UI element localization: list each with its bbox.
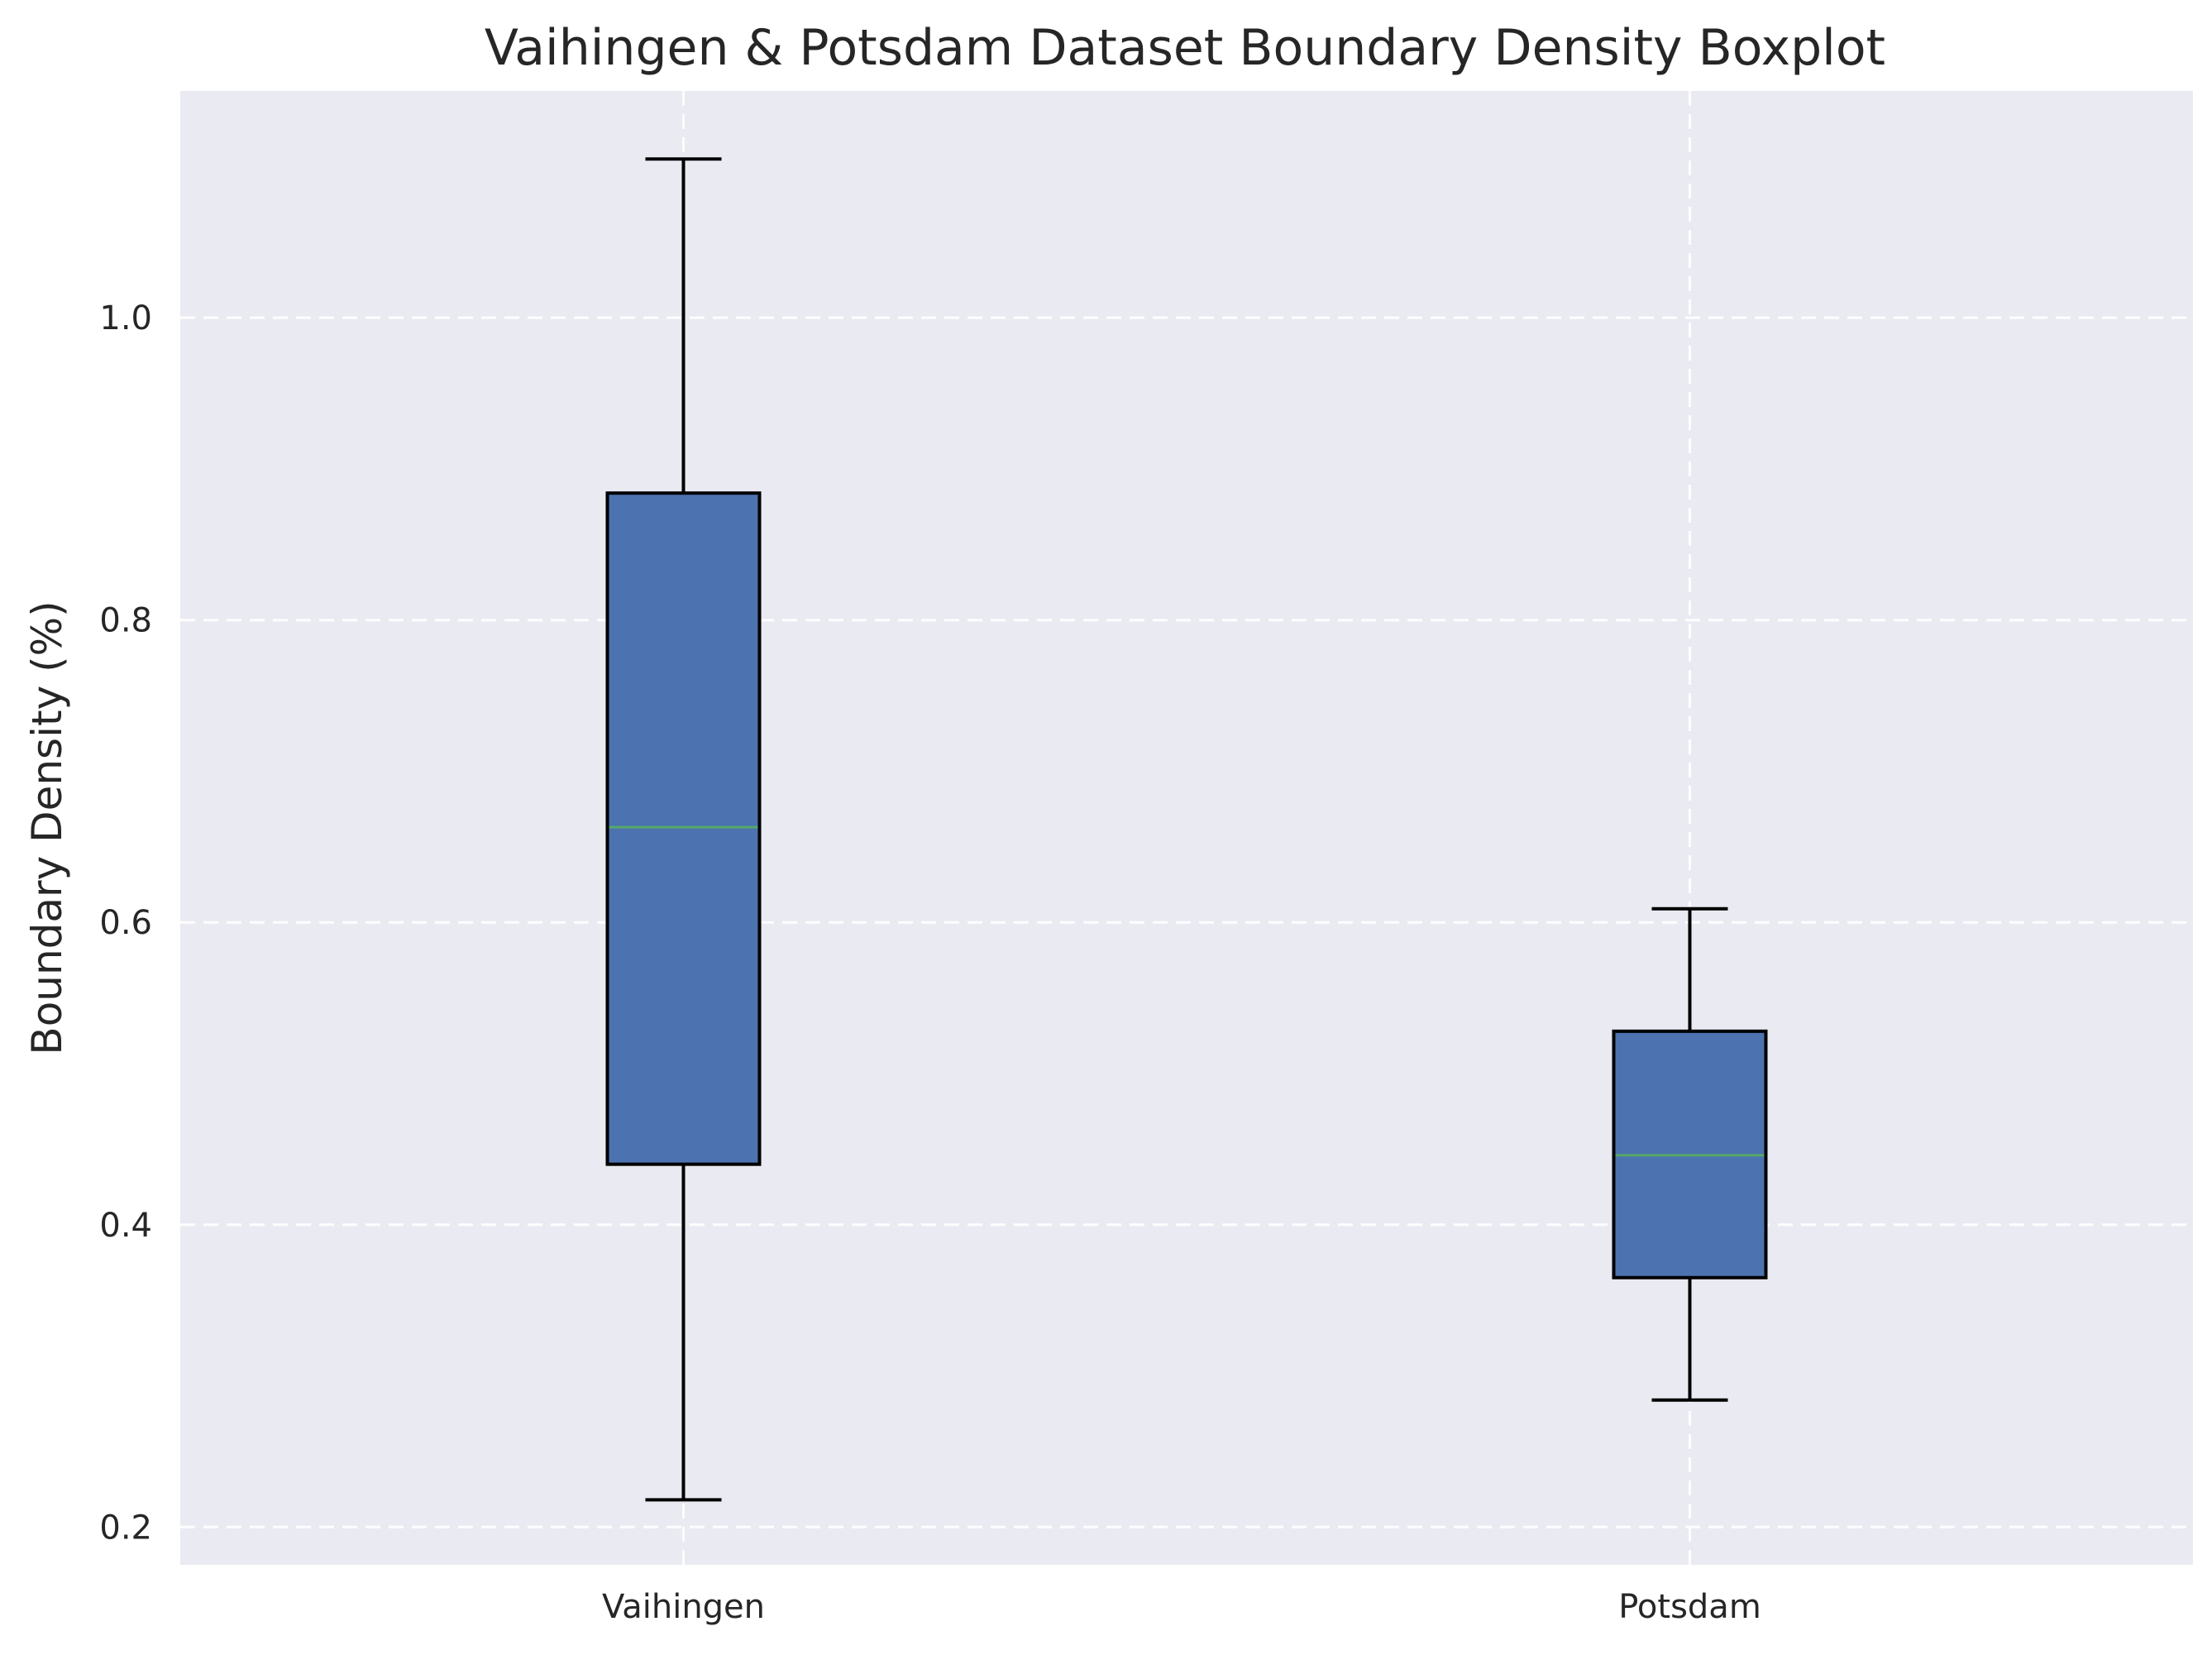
box-group-potsdam [1612,906,1768,1402]
box-group-vaihingen [605,157,762,1502]
y-tick-label: 0.8 [99,602,152,640]
box-body [605,491,762,1166]
x-tick-label: Potsdam [1618,1588,1761,1626]
y-tick-label: 0.4 [99,1207,152,1245]
y-tick-label: 0.6 [99,904,152,942]
y-tick-label: 1.0 [99,299,152,337]
y-tick-label: 0.2 [99,1509,152,1547]
y-axis-label: Boundary Density (%) [23,600,71,1055]
chart-title: Vaihingen & Potsdam Dataset Boundary Den… [485,19,1885,77]
x-tick-label: Vaihingen [602,1588,765,1626]
box-layer [605,157,1768,1502]
y-tick-labels: 0.2 0.4 0.6 0.8 1.0 [99,299,152,1547]
x-tick-labels: Vaihingen Potsdam [602,1588,1761,1626]
plot-background [180,91,2193,1565]
